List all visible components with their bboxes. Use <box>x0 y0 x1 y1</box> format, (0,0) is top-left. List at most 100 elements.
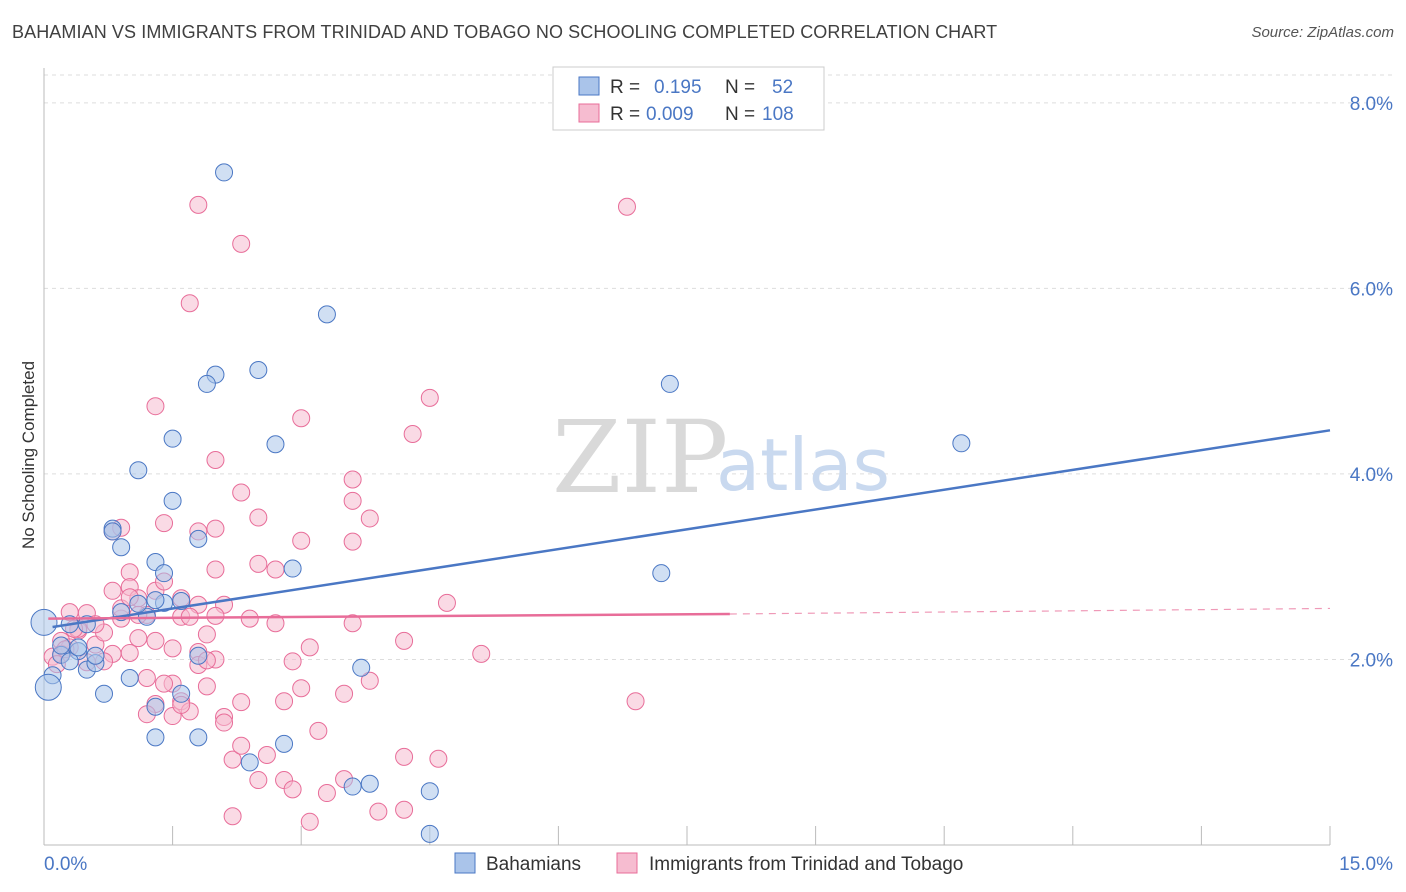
legend-n-label: N = <box>725 104 755 125</box>
data-point <box>335 684 354 703</box>
data-point <box>652 564 671 583</box>
data-point <box>360 509 379 528</box>
data-point <box>189 646 208 665</box>
legend-n-value: 108 <box>762 104 794 125</box>
y-tick-label: 4.0% <box>1350 465 1393 486</box>
data-point <box>343 614 362 633</box>
series-bahamians-points <box>30 163 971 843</box>
data-point <box>343 470 362 489</box>
data-point <box>249 771 268 790</box>
data-point <box>223 750 242 769</box>
trend-line-immigrants-extrapolated <box>729 607 1331 615</box>
data-point <box>626 692 645 711</box>
y-tick-labels: 2.0% 4.0% 6.0% 8.0% <box>1350 94 1393 672</box>
data-point <box>343 532 362 551</box>
data-point <box>249 361 268 380</box>
data-point <box>172 684 191 703</box>
grid-lines <box>44 74 1392 660</box>
data-point <box>189 728 208 747</box>
data-point <box>343 491 362 510</box>
watermark-atlas: atlas <box>716 423 890 507</box>
data-point <box>352 658 371 677</box>
data-point <box>189 195 208 214</box>
data-point <box>189 529 208 548</box>
legend-r-value: 0.009 <box>646 104 694 125</box>
data-point <box>172 592 191 611</box>
data-point <box>146 631 165 650</box>
correlation-legend: R = 0.195 N = 52 R = 0.009 N = 108 <box>552 66 825 131</box>
data-point <box>197 677 216 696</box>
data-point <box>129 461 148 480</box>
bottom-legend-label-immigrants: Immigrants from Trinidad and Tobago <box>649 854 963 875</box>
data-point <box>146 697 165 716</box>
data-point <box>395 747 414 766</box>
data-point <box>206 560 225 579</box>
data-point <box>137 669 156 688</box>
data-point <box>472 644 491 663</box>
data-point <box>95 684 114 703</box>
x-tick-labels: 0.0% 15.0% <box>44 854 1393 875</box>
legend-swatch-immigrants <box>578 103 600 123</box>
data-point <box>249 554 268 573</box>
data-point <box>223 807 242 826</box>
data-point <box>283 780 302 799</box>
data-point <box>266 435 285 454</box>
data-point <box>617 197 636 216</box>
data-point <box>240 753 259 772</box>
data-point <box>360 671 379 690</box>
legend-r-value: 0.195 <box>654 77 702 98</box>
data-point <box>266 614 285 633</box>
data-point <box>129 629 148 648</box>
data-point <box>249 508 268 527</box>
watermark-zip: ZIP <box>552 399 728 516</box>
data-point <box>86 646 105 665</box>
trend-lines <box>48 429 1331 629</box>
watermark: ZIP atlas <box>552 399 890 516</box>
data-point <box>146 397 165 416</box>
source-credit: Source: ZipAtlas.com <box>1251 24 1394 41</box>
data-point <box>197 374 216 393</box>
legend-n-value: 52 <box>772 77 793 98</box>
data-point <box>112 538 131 557</box>
data-point <box>206 519 225 538</box>
legend-r-label: R = <box>610 104 640 125</box>
data-point <box>69 638 88 657</box>
legend-r-label: R = <box>610 77 640 98</box>
data-point <box>232 483 251 502</box>
data-point <box>103 581 122 600</box>
data-point <box>420 824 439 843</box>
data-point <box>240 609 259 628</box>
data-point <box>360 774 379 793</box>
data-point <box>163 639 182 658</box>
chart-title: BAHAMIAN VS IMMIGRANTS FROM TRINIDAD AND… <box>12 22 998 42</box>
data-point <box>60 652 79 671</box>
data-point <box>120 643 139 662</box>
data-point <box>163 491 182 510</box>
legend-n-label: N = <box>725 77 755 98</box>
trend-line-bahamians <box>52 429 1331 629</box>
data-point <box>292 409 311 428</box>
data-point <box>952 434 971 453</box>
bottom-legend-swatch-immigrants <box>616 852 638 874</box>
data-point <box>215 163 234 182</box>
data-point <box>395 800 414 819</box>
y-tick-label: 2.0% <box>1350 650 1393 671</box>
data-point <box>429 749 448 768</box>
data-point <box>343 777 362 796</box>
data-point <box>317 305 336 324</box>
data-point <box>275 692 294 711</box>
data-point <box>266 560 285 579</box>
data-point <box>292 531 311 550</box>
data-point <box>103 522 122 541</box>
data-point <box>420 782 439 801</box>
data-point <box>283 559 302 578</box>
y-tick-label: 8.0% <box>1350 94 1393 115</box>
data-point <box>369 802 388 821</box>
data-point <box>206 606 225 625</box>
data-point <box>395 631 414 650</box>
data-point <box>52 636 71 655</box>
data-point <box>660 374 679 393</box>
data-point <box>206 451 225 469</box>
data-point <box>257 746 276 765</box>
